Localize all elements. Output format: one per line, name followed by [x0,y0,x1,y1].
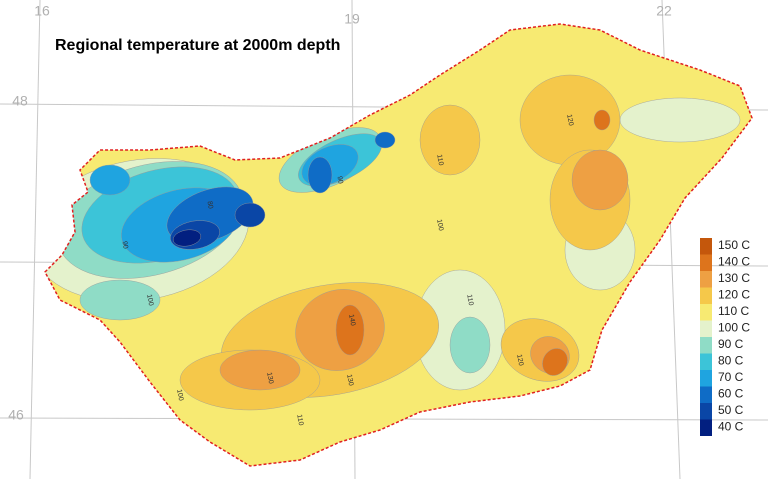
legend-swatch [700,370,712,387]
isotherm-zone [219,349,301,391]
legend-swatch [700,337,712,354]
legend-label: 120 C [718,288,750,302]
map-title: Regional temperature at 2000m depth [55,37,340,54]
isotherm-zone [374,131,396,149]
isotherm-zone [89,164,131,196]
isotherm-zone [335,304,365,356]
isotherm-zone [449,316,491,374]
contour-labels: 110 100 120 130 140 90 80 110 100 120 110 130 90 100 [121,114,575,427]
meridian-label: 16 [34,3,50,19]
contour-label: 90 [121,241,129,250]
legend-swatch [700,238,712,255]
isotherm-zone [571,149,629,211]
contour-label: 110 [295,414,304,426]
contour-label: 120 [515,354,524,367]
meridian-label: 22 [656,3,672,19]
isotherm-zone [79,279,161,321]
contour-label: 140 [347,314,356,327]
isotherm-zone [542,348,568,376]
legend-swatch [700,271,712,288]
legend: 150 C 140 C 130 C 120 C 110 C 100 C 90 C 80 C 70… [700,238,750,436]
isotherm-zone [593,109,611,131]
legend-label: 80 C [718,354,744,368]
contour-label: 120 [565,114,574,127]
legend-label: 50 C [718,403,744,417]
legend-swatch [700,254,712,271]
contour-label: 90 [336,176,344,185]
contour-label: 130 [265,372,274,385]
legend-swatch [700,353,712,370]
legend-swatch [700,287,712,304]
legend-label: 40 C [718,420,744,434]
contour-label: 110 [465,294,474,306]
isotherm-zone [619,97,741,143]
legend-label: 110 C [718,304,749,318]
isotherm-zone [172,229,202,247]
isotherm-zone [419,104,481,176]
contour-label: 100 [435,219,444,232]
legend-swatch [700,320,712,337]
contour-label: 100 [145,294,154,307]
meridian-label: 19 [344,11,360,27]
legend-label: 70 C [718,370,744,384]
legend-swatch [700,403,712,420]
contour-label: 110 [435,154,444,166]
legend-label: 60 C [718,387,744,401]
legend-label: 150 C [718,238,750,252]
parallel-label: 48 [12,93,28,109]
contour-label: 80 [206,201,214,210]
legend-label: 90 C [718,337,744,351]
legend-swatch [700,386,712,403]
legend-swatch [700,419,712,436]
contour-label: 130 [345,374,354,387]
isotherm-zone [234,202,266,228]
meridian-line [29,0,41,479]
parallel-label: 46 [8,407,24,423]
legend-label: 100 C [718,321,750,335]
legend-swatch [700,304,712,321]
country-border [44,23,753,467]
legend-label: 140 C [718,255,750,269]
legend-label: 130 C [718,271,750,285]
contour-label: 100 [175,389,184,402]
isotherm-zone [307,156,333,194]
